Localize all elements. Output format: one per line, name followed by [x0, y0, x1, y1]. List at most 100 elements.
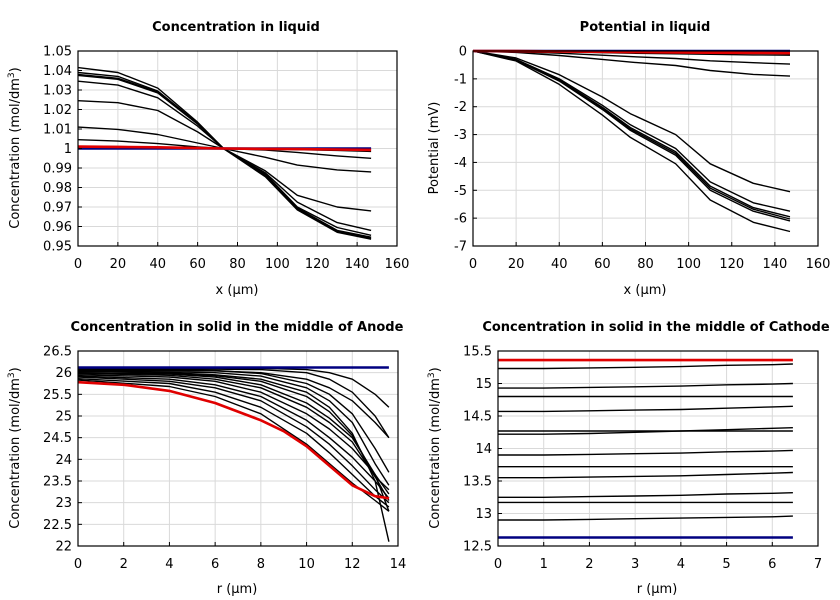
y-tick-label: -6 [454, 212, 467, 227]
series-line-c7 [498, 449, 793, 456]
x-tick-label: 60 [594, 257, 611, 272]
x-tick-label: 3 [631, 557, 639, 572]
y-tick-label: -3 [454, 128, 467, 143]
series-line-a9 [77, 372, 390, 491]
x-axis-label: x (μm) [216, 283, 259, 298]
plot-frame [77, 350, 399, 547]
y-tick-label: -1 [454, 72, 467, 87]
series-line-a13 [77, 378, 390, 508]
x-tick-label: 6 [768, 557, 776, 572]
x-tick-label: 2 [585, 557, 593, 572]
x-tick-label: 0 [494, 557, 502, 572]
series-line-c2 [498, 382, 793, 389]
x-tick-label: 4 [165, 557, 173, 572]
x-tick-label: 160 [806, 257, 831, 272]
x-tick-label: 8 [257, 557, 265, 572]
x-tick-label: 100 [265, 257, 290, 272]
series-line-a8 [77, 372, 390, 512]
x-tick-label: 5 [722, 557, 730, 572]
series-line-c1 [498, 363, 793, 370]
y-tick-label: 0 [459, 45, 467, 60]
x-tick-label: 80 [229, 257, 246, 272]
y-axis-label: Concentration (mol/dm3) [427, 367, 443, 529]
x-tick-label: 0 [469, 257, 477, 272]
x-tick-label: 120 [305, 257, 330, 272]
x-tick-label: 100 [676, 257, 701, 272]
series-line-a11 [77, 375, 390, 499]
series-line-a5 [77, 370, 390, 486]
x-tick-label: 160 [385, 257, 410, 272]
x-tick-label: 1 [540, 557, 548, 572]
series-line-c4 [498, 405, 793, 413]
series-line-p3 [472, 50, 791, 77]
x-tick-label: 120 [719, 257, 744, 272]
y-tick-label: 1.03 [43, 84, 72, 99]
x-tick-label: 0 [74, 557, 82, 572]
x-tick-label: 10 [298, 557, 315, 572]
y-tick-label: 13 [475, 507, 492, 522]
x-tick-label: 14 [390, 557, 407, 572]
y-tick-label: -5 [454, 184, 467, 199]
y-tick-label: -4 [454, 156, 467, 171]
x-tick-label: 40 [551, 257, 568, 272]
y-axis-label: Concentration (mol/dm3) [7, 367, 23, 529]
x-axis-label: r (μm) [217, 582, 258, 597]
series-line-t8 [77, 66, 372, 240]
series-line-c12 [498, 515, 793, 521]
y-tick-label: 26.5 [43, 345, 72, 360]
y-tick-label: 1.01 [43, 123, 72, 138]
y-tick-label: 1.02 [43, 103, 72, 118]
y-tick-label: 1 [64, 142, 72, 157]
y-tick-label: 22 [55, 540, 72, 555]
chart-title: Concentration in solid in the middle of … [71, 320, 404, 335]
y-tick-label: 12.5 [463, 540, 492, 555]
series-line-p8 [472, 50, 791, 222]
y-tick-label: 0.97 [43, 201, 72, 216]
series-line-p9 [472, 50, 791, 233]
x-tick-label: 140 [762, 257, 787, 272]
y-axis-label: Potential (mV) [427, 102, 442, 195]
x-tick-label: 40 [149, 257, 166, 272]
y-tick-label: 1.05 [43, 45, 72, 60]
y-tick-label: 15 [475, 377, 492, 392]
y-tick-label: -7 [454, 240, 467, 255]
y-tick-label: 25 [55, 410, 72, 425]
x-tick-label: 20 [508, 257, 525, 272]
y-tick-label: 0.95 [43, 240, 72, 255]
series-line-c10 [498, 492, 793, 498]
series-line-p4 [472, 50, 791, 193]
x-axis-label: r (μm) [637, 582, 678, 597]
y-tick-label: 23 [55, 496, 72, 511]
y-tick-label: 26 [55, 366, 72, 381]
x-tick-label: 60 [189, 257, 206, 272]
series-line-final [77, 380, 390, 500]
x-axis-label: x (μm) [624, 283, 667, 298]
panel-liquid-concentration: Concentration in liquid 0 20 40 60 80 100 120 1… [7, 20, 409, 298]
series-line-c6 [498, 427, 793, 435]
x-tick-label: 0 [74, 257, 82, 272]
series-line-t3 [77, 100, 372, 212]
x-tick-label: 12 [344, 557, 361, 572]
y-tick-label: 25.5 [43, 388, 72, 403]
y-tick-label: 1.04 [43, 64, 72, 79]
x-tick-label: 80 [637, 257, 654, 272]
x-tick-label: 20 [110, 257, 127, 272]
series-line-final [77, 145, 372, 152]
panel-liquid-potential: Potential in liquid 0 20 40 60 80 100 120 140 16… [427, 20, 830, 298]
y-tick-label: 15.5 [463, 345, 492, 360]
x-tick-label: 6 [211, 557, 219, 572]
y-tick-label: 0.99 [43, 162, 72, 177]
x-tick-label: 2 [120, 557, 128, 572]
y-tick-label: 14 [475, 442, 492, 457]
series-line-a14 [77, 379, 390, 512]
chart-title: Concentration in liquid [152, 20, 320, 35]
panel-anode-solid: Concentration in solid in the middle of … [7, 320, 406, 597]
y-tick-label: 24.5 [43, 431, 72, 446]
chart-title: Concentration in solid in the middle of … [482, 320, 830, 335]
y-tick-label: 14.5 [463, 410, 492, 425]
y-tick-label: 22.5 [43, 518, 72, 533]
y-axis-label: Concentration (mol/dm3) [7, 67, 23, 229]
y-tick-label: 13.5 [463, 475, 492, 490]
series-line-a3 [78, 369, 390, 439]
